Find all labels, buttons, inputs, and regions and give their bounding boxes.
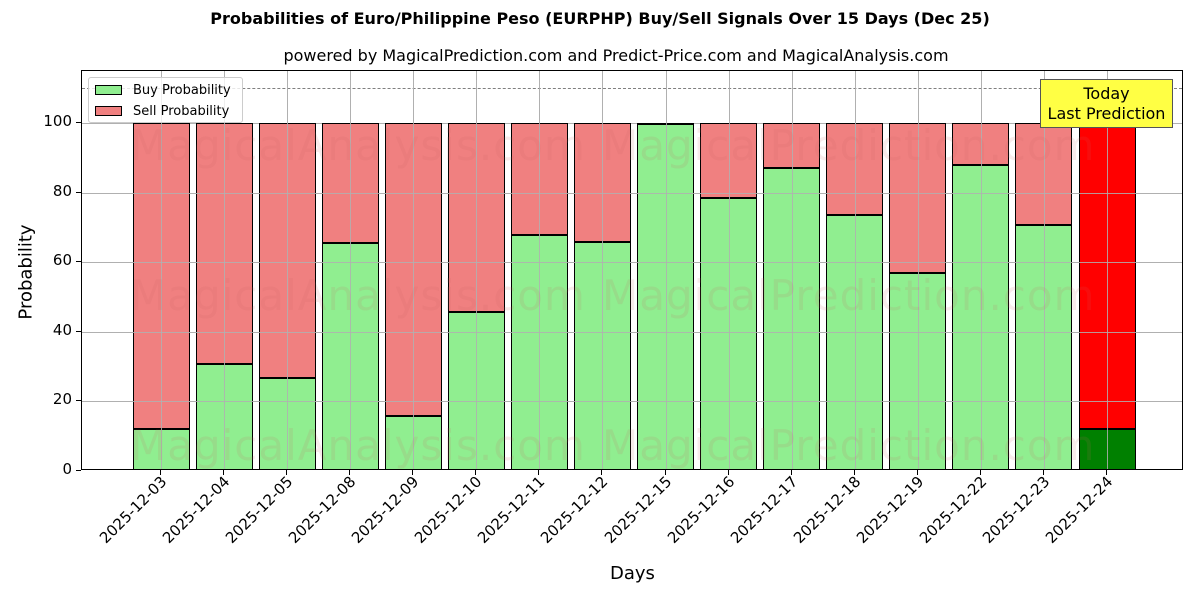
x-tick [916,470,918,475]
sell-segment [952,123,1010,166]
y-tick [76,330,81,332]
sell-segment [573,123,631,242]
sell-segment [195,123,253,364]
today-annotation: Today Last Prediction [1040,79,1173,128]
sell-segment [258,123,316,379]
y-tick-label: 0 [62,460,72,478]
bar-2025-12-22 [952,71,1010,469]
x-tick [1106,470,1108,475]
bar-2025-12-04 [195,71,253,469]
buy-segment [889,273,947,469]
sell-segment [889,123,947,274]
y-tick-label: 80 [52,181,72,200]
reference-line-110 [82,88,1182,90]
buy-segment [258,378,316,469]
buy-segment [637,123,695,469]
bar-2025-12-03 [132,71,190,469]
x-tick [538,470,540,475]
buy-segment [952,165,1010,469]
legend-buy-label: Buy Probability [133,82,231,98]
y-axis-label: Probability [15,224,37,320]
bar-2025-12-15 [637,71,695,469]
bar-2025-12-17 [763,71,821,469]
sell-segment [1015,123,1073,225]
buy-segment [132,428,190,469]
y-tick [76,261,81,263]
sell-segment [826,123,884,215]
x-tick [1042,470,1044,475]
buy-segment [384,415,442,469]
buy-segment [573,241,631,469]
bar-2025-12-08 [321,71,379,469]
bar-2025-12-11 [510,71,568,469]
x-tick [286,470,288,475]
x-tick [412,470,414,475]
x-tick [979,470,981,475]
x-tick [349,470,351,475]
legend-sell-label: Sell Probability [133,103,230,119]
bar-2025-12-05 [258,71,316,469]
buy-segment [321,242,379,469]
bar-2025-12-09 [384,71,442,469]
bar-2025-12-12 [573,71,631,469]
y-tick [76,470,81,471]
sell-segment [700,123,758,198]
annotation-line-2: Last Prediction [1047,104,1166,123]
y-tick-label: 20 [52,390,72,409]
bar-2025-12-16 [700,71,758,469]
buy-segment [1015,224,1073,469]
buy-segment [195,363,253,469]
bar-2025-12-18 [826,71,884,469]
sell-segment [321,123,379,243]
sell-segment [1078,123,1136,429]
buy-segment [510,234,568,469]
annotation-line-1: Today [1083,84,1130,103]
sell-segment [384,123,442,416]
x-tick [160,470,161,475]
x-tick [727,470,729,475]
sell-segment [132,123,190,429]
x-axis-label: Days [610,563,655,584]
chart-subtitle: powered by MagicalPrediction.com and Pre… [283,46,949,65]
plot-area: MagicalAnalysis.comMagicalPrediction.com… [81,70,1183,470]
buy-segment [1078,428,1136,469]
buy-segment [826,214,884,469]
sell-segment [763,123,821,169]
y-tick [76,122,81,124]
x-tick [853,470,855,475]
bar-2025-12-10 [447,71,505,469]
y-tick-label: 60 [52,251,72,270]
buy-segment [447,312,505,469]
sell-segment [447,123,505,313]
bar-2025-12-23 [1015,71,1073,469]
x-tick [475,470,477,475]
legend-item-sell: Sell Probability [95,103,229,119]
bar-2025-12-19 [889,71,947,469]
buy-segment [763,168,821,469]
buy-swatch-icon [95,85,122,95]
y-tick [76,400,81,402]
x-tick [223,470,225,475]
x-tick [664,470,666,475]
x-tick [790,470,792,475]
x-tick [601,470,603,475]
sell-segment [510,123,568,235]
y-tick-label: 40 [52,320,72,339]
y-tick-label: 100 [43,112,72,131]
y-tick [76,191,81,193]
sell-swatch-icon [95,106,122,116]
legend-item-buy: Buy Probability [95,82,231,98]
chart-title: Probabilities of Euro/Philippine Peso (E… [210,9,990,28]
legend: Buy Probability Sell Probability [88,77,243,123]
bar-2025-12-24 [1078,71,1136,469]
gridline-horizontal [82,123,1182,125]
buy-segment [700,197,758,469]
